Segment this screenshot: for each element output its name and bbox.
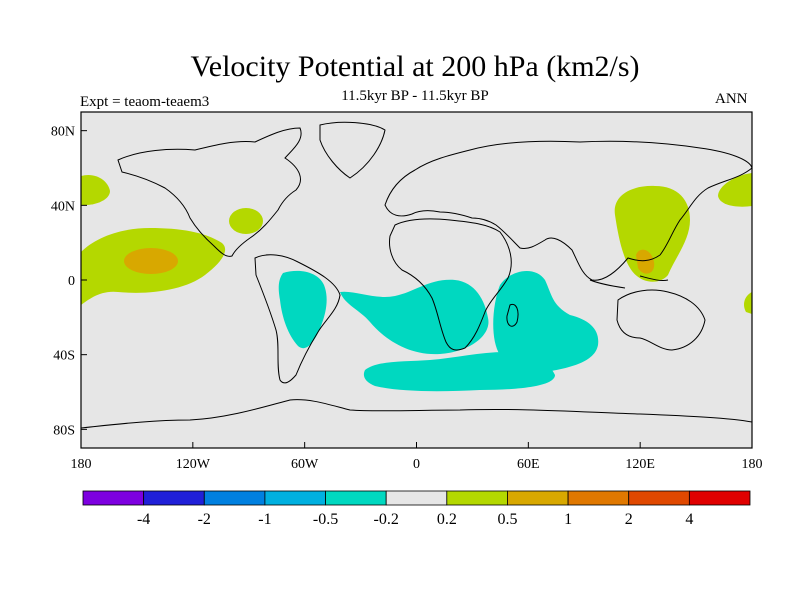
colorbar-swatch (446, 490, 508, 506)
region-east-asia-core (636, 249, 655, 274)
season-label: ANN (715, 91, 748, 107)
coastline-madagascar (506, 303, 519, 327)
experiment-label: Expt = teaom-teaem3 (80, 94, 210, 110)
x-tick-label: 120E (625, 457, 655, 472)
x-tick-label: 180 (742, 457, 763, 472)
coastline-indonesia (589, 275, 669, 289)
region-southern-ocean-negative (363, 352, 555, 392)
region-dateline-south-positive (744, 292, 752, 314)
x-tick-label: 180 (71, 457, 92, 472)
coastline-australia (616, 289, 706, 351)
colorbar-swatch (82, 490, 145, 506)
colorbar-swatch (325, 490, 387, 506)
colorbar-level-label: 4 (685, 511, 693, 528)
region-south-atlantic-africa-negative (340, 279, 489, 355)
colorbar-level-label: -1 (258, 511, 271, 528)
x-tick-label: 60E (517, 457, 540, 472)
colorbar-swatch (688, 490, 751, 506)
colorbar-swatch (385, 490, 448, 506)
y-tick-label: 40S (53, 349, 75, 364)
coastlines (81, 121, 752, 429)
colorbar-level-label: -2 (198, 511, 211, 528)
colorbar-level-label: -4 (137, 511, 150, 528)
region-gulf-positive (229, 208, 263, 234)
region-dateline-positive (718, 173, 752, 207)
x-tick-label: 120W (176, 457, 211, 472)
region-east-asia-positive (614, 185, 690, 282)
y-tick-label: 40N (51, 199, 75, 214)
colorbar-swatch (628, 490, 690, 506)
y-tick-label: 0 (68, 274, 75, 289)
chart-subtitle: 11.5kyr BP - 11.5kyr BP (341, 88, 489, 104)
coastline-north-america (117, 127, 302, 257)
colorbar (82, 490, 751, 506)
colorbar-swatch (567, 490, 630, 506)
colorbar-level-label: 1 (564, 511, 572, 528)
chart-title: Velocity Potential at 200 hPa (km2/s) (190, 50, 640, 83)
y-tick-label: 80N (51, 125, 75, 140)
coastline-greenland (319, 121, 386, 179)
colorbar-level-label: 0.2 (437, 511, 457, 528)
x-tick-label: 0 (413, 457, 420, 472)
colorbar-level-label: 2 (625, 511, 633, 528)
colorbar-swatch (203, 490, 266, 506)
coastline-antarctica (81, 399, 752, 429)
colorbar-labels: -4 -2 -1 -0.5 -0.2 0.2 0.5 1 2 4 (137, 511, 693, 528)
coastline-south-america (254, 254, 341, 384)
region-indian-ocean-negative (493, 270, 599, 373)
axis-tick-labels: 180 120W 60W 0 60E 120E 180 80N 40N 0 40S 80S (51, 125, 763, 472)
region-north-pacific-positive (81, 174, 110, 206)
coastline-eurasia (384, 140, 752, 281)
colorbar-level-label: 0.5 (497, 511, 517, 528)
y-tick-label: 80S (53, 423, 75, 438)
axis-ticks (80, 130, 753, 448)
colorbar-level-label: -0.5 (313, 511, 338, 528)
colorbar-swatch (264, 490, 326, 506)
x-tick-label: 60W (291, 457, 319, 472)
colorbar-level-label: -0.2 (374, 511, 399, 528)
region-central-pacific-core (124, 248, 178, 274)
coastline-africa (389, 218, 512, 351)
region-south-america-negative (278, 270, 327, 349)
colorbar-swatch (507, 490, 569, 506)
colorbar-swatch (143, 490, 205, 506)
contour-fills (81, 173, 752, 392)
